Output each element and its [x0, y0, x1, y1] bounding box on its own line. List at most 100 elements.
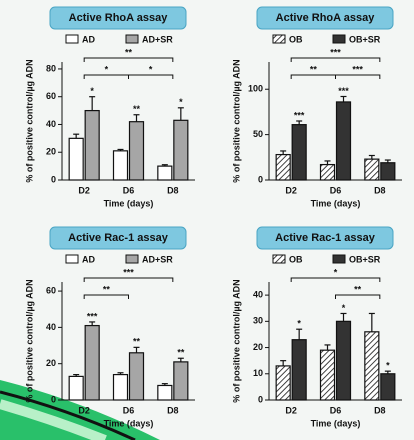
- bar: [128, 352, 145, 401]
- bar: [364, 331, 380, 401]
- legend-swatch: [332, 34, 346, 44]
- significance-bracket: [128, 74, 174, 79]
- chart-title: Active RhoA assay: [276, 12, 376, 24]
- y-axis-label: % of positive control/µg ADN: [24, 59, 34, 182]
- legend-label: AD: [82, 34, 95, 44]
- chart-title: Active Rac-1 assay: [275, 232, 376, 244]
- y-tick-label: 20: [253, 342, 263, 352]
- x-tick-label: D2: [285, 185, 297, 195]
- y-tick-label: 50: [253, 129, 263, 139]
- bar: [84, 324, 100, 401]
- y-axis-label: % of positive control/µg ADN: [231, 279, 241, 402]
- bar: [128, 121, 145, 181]
- bar: [335, 320, 352, 401]
- chart-title: Active RhoA assay: [69, 12, 169, 24]
- significance-bracket: [83, 57, 174, 62]
- significance-bracket: [290, 57, 381, 62]
- legend-label: OB: [289, 254, 303, 264]
- significance-stars: **: [177, 348, 185, 358]
- y-tick-label: 0: [51, 174, 56, 184]
- legend-label: OB+SR: [349, 34, 381, 44]
- bar: [84, 109, 100, 181]
- y-tick-label: 0: [51, 394, 56, 404]
- significance-bracket: [290, 277, 381, 282]
- x-tick-label: D8: [167, 185, 179, 195]
- legend-swatch: [65, 34, 79, 44]
- significance-stars: **: [133, 104, 141, 114]
- title-box: [49, 6, 187, 30]
- significance-stars: *: [342, 303, 346, 313]
- y-tick-label: 40: [46, 322, 56, 332]
- legend-swatch: [125, 34, 139, 44]
- y-axis-label: % of positive control/µg ADN: [231, 59, 241, 182]
- x-tick-label: D6: [330, 405, 342, 415]
- y-tick-label: 0: [258, 174, 263, 184]
- legend-label: OB+SR: [349, 254, 381, 264]
- x-axis-label: Time (days): [311, 418, 361, 428]
- y-tick-label: 20: [46, 358, 56, 368]
- bar: [380, 373, 396, 401]
- bracket-label: ***: [330, 47, 341, 57]
- bar: [275, 365, 291, 401]
- x-tick-label: D8: [374, 185, 386, 195]
- y-tick-label: 0: [258, 394, 263, 404]
- significance-bracket: [83, 277, 174, 282]
- significance-stars: ***: [87, 311, 98, 321]
- legend-swatch: [272, 254, 286, 264]
- bar: [364, 158, 380, 181]
- significance-stars: *: [297, 319, 301, 329]
- x-axis-label: Time (days): [104, 198, 154, 208]
- decor-circle: [0, 380, 160, 440]
- bar: [291, 124, 307, 181]
- legend-label: AD+SR: [142, 34, 173, 44]
- y-tick-label: 40: [46, 119, 56, 129]
- decor-arc: [0, 390, 136, 440]
- bar: [173, 361, 189, 401]
- bar: [291, 339, 307, 401]
- y-tick-label: 30: [253, 316, 263, 326]
- bracket-label: **: [354, 284, 362, 294]
- bracket-label: *: [334, 267, 338, 277]
- bar: [68, 375, 84, 401]
- significance-stars: *: [179, 97, 183, 107]
- chart-title: Active Rac-1 assay: [68, 232, 169, 244]
- bar: [173, 119, 189, 181]
- y-tick-label: 40: [253, 289, 263, 299]
- y-tick-label: 80: [46, 63, 56, 73]
- y-tick-label: 60: [46, 91, 56, 101]
- bracket-label: **: [310, 64, 318, 74]
- y-tick-label: 60: [46, 285, 56, 295]
- legend-label: AD+SR: [142, 254, 173, 264]
- bar: [157, 165, 173, 181]
- significance-stars: *: [90, 86, 94, 96]
- bar: [335, 101, 352, 181]
- bracket-label: *: [105, 64, 109, 74]
- bracket-label: **: [103, 284, 111, 294]
- bracket-label: ***: [123, 267, 134, 277]
- legend-label: AD: [82, 254, 95, 264]
- bar: [68, 137, 84, 181]
- bar: [112, 373, 129, 401]
- decor-arc: [0, 399, 107, 440]
- bar: [157, 384, 173, 401]
- significance-bracket: [83, 294, 129, 299]
- bar: [319, 163, 336, 181]
- legend-swatch: [272, 34, 286, 44]
- legend-swatch: [125, 254, 139, 264]
- legend-label: OB: [289, 34, 303, 44]
- significance-bracket: [335, 294, 381, 299]
- bar: [112, 150, 129, 181]
- legend-swatch: [65, 254, 79, 264]
- x-tick-label: D2: [78, 185, 90, 195]
- legend-swatch: [332, 254, 346, 264]
- bracket-label: **: [125, 47, 133, 57]
- significance-stars: ***: [294, 110, 305, 120]
- x-axis-label: Time (days): [104, 418, 154, 428]
- bar: [319, 349, 336, 401]
- x-tick-label: D6: [123, 185, 135, 195]
- y-tick-label: 20: [46, 147, 56, 157]
- x-tick-label: D8: [374, 405, 386, 415]
- title-box: [256, 6, 394, 30]
- x-tick-label: D2: [285, 405, 297, 415]
